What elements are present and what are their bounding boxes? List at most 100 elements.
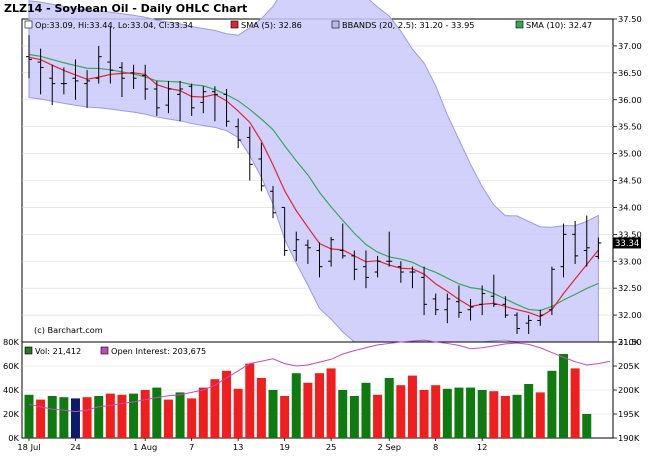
ohlc-bar xyxy=(84,70,91,108)
volume-bar xyxy=(454,387,464,438)
volume-bar xyxy=(373,394,383,438)
ohlc-bar xyxy=(339,223,346,259)
volume-bar xyxy=(524,384,534,438)
ohlc-bar xyxy=(351,250,358,281)
volume-bar xyxy=(140,390,150,438)
price-axis: 31.50 32.00 32.50 33.00 33.50 34.00 34.50 35.00… xyxy=(613,14,642,347)
oi-tick-label: 205K xyxy=(618,361,640,371)
ohlc-bar xyxy=(432,293,439,316)
volume-bar xyxy=(477,390,487,438)
volume-tick-label: 20K xyxy=(3,409,20,419)
volume-bar xyxy=(315,373,324,438)
volume-bar xyxy=(431,385,441,438)
sma10-legend-swatch xyxy=(515,20,524,29)
volume-bar xyxy=(187,398,197,438)
ohlc-bar xyxy=(386,231,393,267)
sma5-line xyxy=(28,56,599,318)
volume-bar xyxy=(489,391,499,438)
volume-bar xyxy=(59,397,69,438)
date-tick-label: 19 xyxy=(279,442,290,452)
date-tick-label: 25 xyxy=(326,442,337,452)
volume-bar xyxy=(500,396,510,438)
ohlc-bar xyxy=(397,261,404,283)
volume-bar xyxy=(547,370,557,438)
ohlc-bar xyxy=(49,64,56,106)
volume-bar xyxy=(396,385,406,438)
volume-bar xyxy=(326,368,336,438)
volume-bar xyxy=(559,354,569,438)
volume-bar xyxy=(129,393,139,438)
price-tick-label: 35.00 xyxy=(618,149,642,159)
price-tick-label: 33.00 xyxy=(618,256,642,266)
volume-bar xyxy=(94,396,104,438)
ohlc-bar xyxy=(409,266,416,289)
sma5-legend-swatch xyxy=(230,20,239,29)
date-tick-label: 12 xyxy=(477,442,488,452)
volume-legend-swatch xyxy=(24,346,33,355)
volume-bar xyxy=(47,396,57,438)
volume-bar xyxy=(466,387,476,438)
ohlc-bar xyxy=(421,266,428,316)
volume-bar xyxy=(82,397,92,438)
volume-bar xyxy=(105,393,115,438)
open-interest-line xyxy=(28,339,611,413)
volume-bar xyxy=(303,382,313,438)
volume-bar xyxy=(175,392,185,438)
volume-bar xyxy=(512,394,522,438)
sma10-legend-label: SMA (10): 32.47 xyxy=(526,20,592,30)
watermark: (c) Barchart.com xyxy=(34,325,103,335)
ohlc-bar xyxy=(223,88,230,127)
ohlc-bar xyxy=(270,185,277,219)
price-tick-label: 36.00 xyxy=(618,95,642,105)
ohlc-bar xyxy=(258,142,265,192)
sma10-line xyxy=(28,53,599,312)
volume-legend-label: Vol: 21,412 xyxy=(35,346,81,356)
ohlc-bar xyxy=(188,83,195,116)
volume-bar xyxy=(245,363,255,438)
price-tick-label: 31.50 xyxy=(618,337,642,347)
ohlc-bar xyxy=(95,45,102,84)
date-tick-label: 7 xyxy=(189,442,194,452)
chart-title: ZLZ14 - Soybean Oil - Daily OHLC Chart xyxy=(4,2,247,15)
ohlc-bar xyxy=(479,285,486,316)
ohlc-bar xyxy=(200,86,207,114)
volume-bar xyxy=(419,390,429,438)
oi-tick-label: 190K xyxy=(618,433,640,443)
bbands-legend-label: BBANDS (20, 2.5): 31.20 - 33.95 xyxy=(342,20,475,30)
ohlc-bar xyxy=(490,274,497,308)
date-tick-label: 2 Sep xyxy=(377,442,401,452)
volume-bars xyxy=(24,354,592,438)
ohlc-bar xyxy=(316,242,323,278)
oi-legend-swatch xyxy=(100,346,109,355)
sma5-legend-label: SMA (5): 32.86 xyxy=(241,20,302,30)
oi-legend-label: Open Interest: 203,675 xyxy=(111,346,206,356)
volume-bar xyxy=(582,414,592,438)
price-tick-label: 34.50 xyxy=(618,176,642,186)
ohlc-bar xyxy=(455,285,462,318)
last-price-label: 33.34 xyxy=(615,239,639,249)
oi-tick-label: 200K xyxy=(618,385,640,395)
ohlc-bar xyxy=(246,126,253,181)
volume-bar xyxy=(117,394,127,438)
date-axis: 18 Jul 24 1 Aug 7 13 19 25 2 Sep 8 12 xyxy=(17,438,487,452)
ohlc-bar xyxy=(537,309,544,326)
volume-tick-label: 80K xyxy=(3,337,20,347)
volume-tick-label: 40K xyxy=(3,385,20,395)
volume-tick-label: 60K xyxy=(3,361,20,371)
volume-bar xyxy=(407,375,417,438)
ohlc-bar xyxy=(37,48,44,95)
ohlc-bar xyxy=(235,118,242,149)
ohlc-bar xyxy=(293,231,300,262)
date-tick-label: 8 xyxy=(433,442,438,452)
oi-tick-label: 210K xyxy=(618,337,640,347)
volume-bar xyxy=(280,396,290,438)
volume-bar xyxy=(349,396,359,438)
ohlc-bar xyxy=(72,59,79,100)
ohlc-bar xyxy=(107,27,114,84)
ohlc-bar xyxy=(525,315,532,334)
volume-bar xyxy=(70,398,80,438)
ohlc-bar xyxy=(502,296,509,318)
volume-bar xyxy=(222,370,232,438)
ohlc-bar xyxy=(560,223,567,278)
